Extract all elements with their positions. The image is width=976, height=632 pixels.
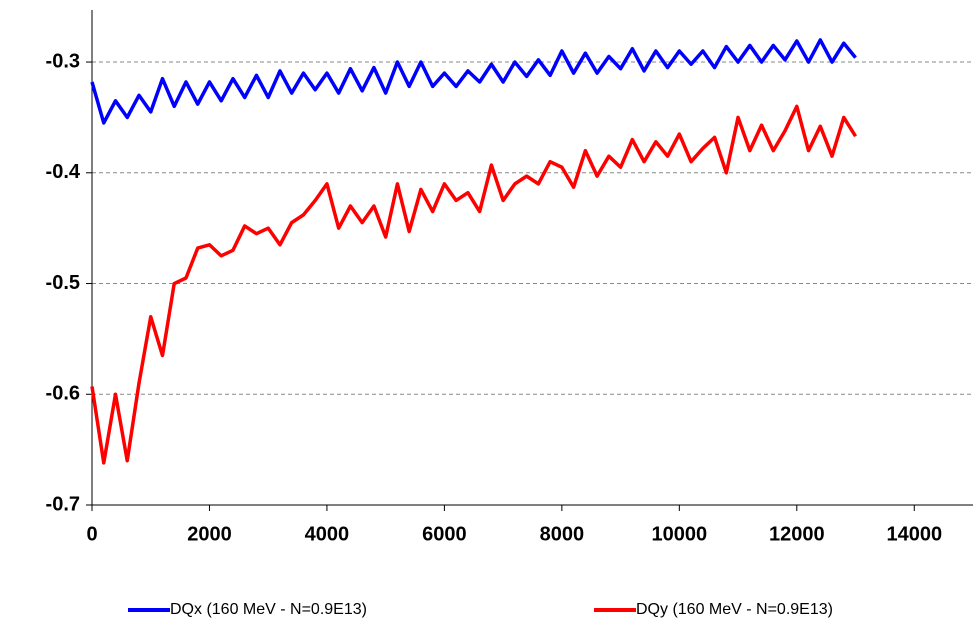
y-tick-label: -0.7 [46, 493, 80, 515]
x-tick-label: 2000 [187, 523, 232, 545]
data-line [90, 104, 858, 465]
x-tick-label: 4000 [305, 523, 350, 545]
x-tick-label: 12000 [769, 523, 825, 545]
y-tick-label: -0.5 [46, 272, 80, 294]
y-tick-label: -0.4 [46, 161, 81, 183]
x-tick-label: 6000 [422, 523, 467, 545]
y-tick-label: -0.6 [46, 383, 80, 405]
x-tick-label: 10000 [652, 523, 708, 545]
x-tick-label: 14000 [886, 523, 942, 545]
data-line [90, 38, 857, 125]
y-tick-label: -0.3 [46, 50, 80, 72]
legend-label: DQx (160 MeV - N=0.9E13) [170, 601, 367, 618]
x-tick-label: 8000 [540, 523, 585, 545]
legend-label: DQy (160 MeV - N=0.9E13) [636, 601, 833, 618]
x-tick-label: 0 [86, 523, 97, 545]
